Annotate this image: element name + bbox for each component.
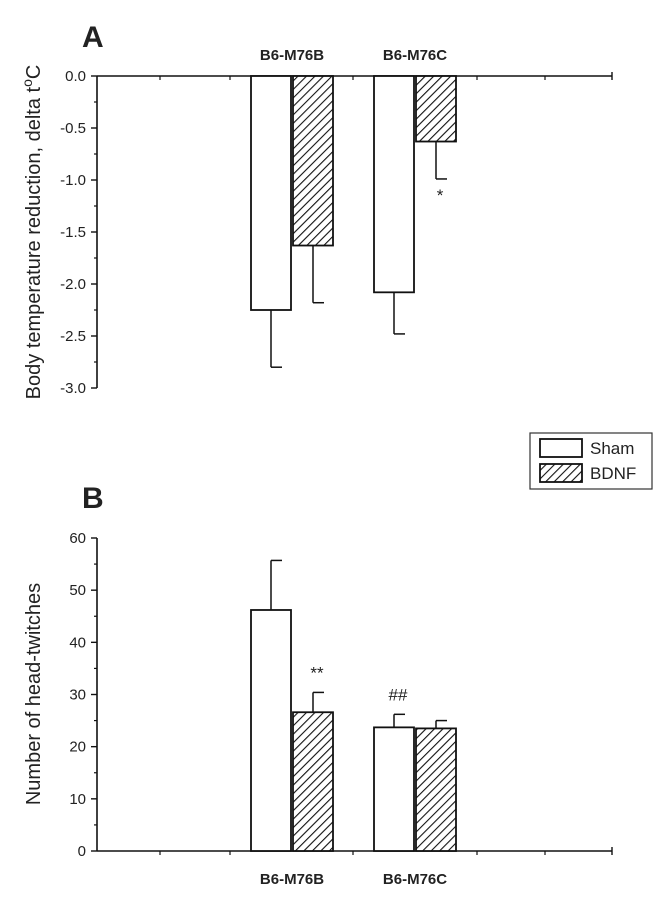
panel-b-ytick-label-5: 50 <box>69 582 86 599</box>
panel-b-annotation-1: ## <box>389 685 408 704</box>
panel-a-ylabel: Body temperature reduction, delta toC <box>19 65 45 400</box>
legend-label-sham: Sham <box>590 439 634 458</box>
panel-b-ytick-label-1: 10 <box>69 791 86 808</box>
panel-b-bar-b6-m76c-bdnf <box>415 727 457 852</box>
panel-a-bar-b6-m76c-sham <box>373 75 415 294</box>
panel-b-category-label-b6-m76c: B6-M76C <box>383 871 447 888</box>
panel-b-bar-b6-m76b-bdnf <box>292 711 334 852</box>
panel-b-bar-b6-m76c-sham <box>373 726 415 852</box>
panel-b-label: B <box>82 482 104 515</box>
panel-a-category-label-b6-m76b: B6-M76B <box>260 47 324 64</box>
chart-panel-b: Number of head-twitches 0 10 20 30 40 50 60 B6-… <box>23 530 613 888</box>
panel-a-ytick-label-2: -1.0 <box>60 172 86 189</box>
legend-swatch-sham <box>539 438 583 458</box>
panel-b-ytick-label-6: 60 <box>69 530 86 547</box>
panel-b-bar-b6-m76b-sham <box>250 609 292 852</box>
panel-a-label: A <box>82 21 104 54</box>
legend-label-bdnf: BDNF <box>590 464 636 483</box>
panel-a-ytick-label-6: -3.0 <box>60 380 86 397</box>
legend-swatch-bdnf <box>539 463 583 483</box>
panel-a-ytick-label-5: -2.5 <box>60 328 86 345</box>
panel-b-ytick-label-2: 20 <box>69 739 86 756</box>
panel-b-ytick-label-4: 40 <box>69 634 86 651</box>
panel-a-annotation-0: * <box>437 186 444 205</box>
panel-a-ytick-label-1: -0.5 <box>60 120 86 137</box>
panel-a-bar-b6-m76c-bdnf <box>415 75 457 143</box>
panel-b-annotation-0: ** <box>310 663 324 682</box>
panel-a-ytick-label-0: 0.0 <box>65 68 86 85</box>
panel-b-ytick-label-3: 30 <box>69 687 86 704</box>
panel-a-ytick-label-4: -2.0 <box>60 276 86 293</box>
panel-a-category-label-b6-m76c: B6-M76C <box>383 47 447 64</box>
legend: Sham BDNF <box>529 432 653 490</box>
panel-b-ylabel: Number of head-twitches <box>23 583 45 805</box>
panel-b-ytick-label-0: 0 <box>78 843 86 860</box>
chart-panel-a: Body temperature reduction, delta toC 0.… <box>19 47 613 400</box>
panel-a-bar-b6-m76b-bdnf <box>292 75 334 247</box>
panel-b-category-label-b6-m76b: B6-M76B <box>260 871 324 888</box>
panel-a-bar-b6-m76b-sham <box>250 75 292 311</box>
panel-a-ytick-label-3: -1.5 <box>60 224 86 241</box>
